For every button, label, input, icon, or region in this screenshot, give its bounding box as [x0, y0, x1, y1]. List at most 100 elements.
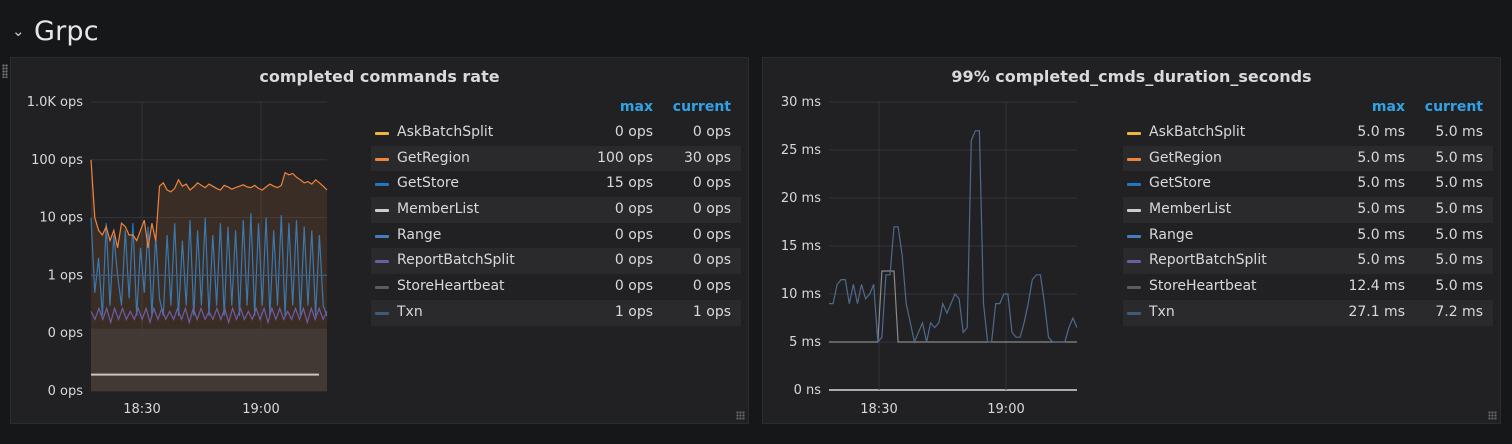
legend-item-max: 5.0 ms	[1357, 252, 1405, 269]
graph-area[interactable]: 1.0K ops 100 ops 10 ops 1 ops 0 ops 0 ops 18:…	[11, 58, 750, 425]
legend-swatch-icon[interactable]	[375, 209, 389, 213]
legend-header-current[interactable]: current	[672, 99, 731, 115]
legend-swatch-icon[interactable]	[1127, 234, 1141, 238]
resize-handle-icon[interactable]	[1488, 411, 1497, 420]
legend-swatch-icon[interactable]	[375, 260, 389, 264]
legend-header-current[interactable]: current	[1424, 99, 1483, 115]
y-tick-label: 100 ops	[31, 153, 83, 168]
panel-title[interactable]: completed commands rate	[259, 67, 500, 86]
legend-item-name[interactable]: Txn	[397, 303, 423, 320]
legend-item-txn[interactable]: Txn 27.1 ms 7.2 ms	[1123, 299, 1493, 326]
legend-item-current: 5.0 ms	[1435, 278, 1483, 295]
legend-swatch-icon[interactable]	[1127, 132, 1141, 135]
legend-swatch-icon[interactable]	[1127, 286, 1141, 290]
legend-swatch-icon[interactable]	[1127, 260, 1141, 264]
grid	[829, 101, 1077, 391]
legend-swatch-icon[interactable]	[375, 183, 389, 187]
legend-item-getregion[interactable]: GetRegion 100 ops 30 ops	[371, 145, 741, 172]
x-tick-label: 18:30	[123, 402, 160, 417]
panel-completed-commands-rate: completed commands rate 1.0K ops 100 ops 1…	[10, 57, 749, 424]
legend-swatch-icon[interactable]	[375, 234, 389, 238]
legend-item-max: 100 ops	[597, 149, 653, 166]
legend-item-name[interactable]: ReportBatchSplit	[397, 252, 515, 269]
legend-swatch-icon[interactable]	[1127, 183, 1141, 187]
legend-item-getstore[interactable]: GetStore 5.0 ms 5.0 ms	[1123, 171, 1493, 197]
y-tick-label: 0 ns	[794, 383, 822, 398]
legend-swatch-icon[interactable]	[1127, 311, 1141, 315]
chevron-down-icon[interactable]: ⌄	[12, 22, 25, 40]
legend-swatch-icon[interactable]	[1127, 157, 1141, 161]
legend-swatch-icon[interactable]	[375, 157, 389, 161]
legend-item-storeheartbeat[interactable]: StoreHeartbeat 0 ops 0 ops	[371, 274, 741, 300]
legend-item-txn[interactable]: Txn 1 ops 1 ops	[371, 299, 741, 326]
y-axis: 1.0K ops 100 ops 10 ops 1 ops 0 ops 0 ops	[27, 95, 84, 399]
series-txn-line	[829, 130, 1078, 345]
y-tick-label: 15 ms	[781, 239, 821, 254]
legend-item-getregion[interactable]: GetRegion 5.0 ms 5.0 ms	[1123, 145, 1493, 172]
legend-header-max[interactable]: max	[619, 99, 653, 115]
legend-item-name[interactable]: ReportBatchSplit	[1149, 252, 1267, 269]
legend-item-name[interactable]: MemberList	[1149, 201, 1232, 218]
legend-item-memberlist[interactable]: MemberList 0 ops 0 ops	[371, 197, 741, 223]
legend-item-max: 0 ops	[614, 252, 653, 269]
row-header[interactable]: ⌄ Grpc	[12, 14, 99, 48]
legend: max current AskBatchSplit 5.0 ms 5.0 ms Get…	[1123, 96, 1493, 326]
legend-item-current: 0 ops	[692, 252, 731, 269]
legend-swatch-icon[interactable]	[375, 286, 389, 290]
legend-item-range[interactable]: Range 5.0 ms 5.0 ms	[1123, 223, 1493, 249]
legend-item-current: 5.0 ms	[1435, 201, 1483, 218]
legend-item-max: 27.1 ms	[1348, 303, 1405, 320]
legend-item-reportbatchsplit[interactable]: ReportBatchSplit 5.0 ms 5.0 ms	[1123, 248, 1493, 275]
legend-item-max: 12.4 ms	[1348, 278, 1405, 295]
legend-item-name[interactable]: Txn	[1149, 303, 1175, 320]
legend-item-current: 0 ops	[692, 124, 731, 140]
row-title: Grpc	[34, 15, 99, 47]
legend-item-max: 0 ops	[614, 278, 653, 295]
panel-title[interactable]: 99% completed_cmds_duration_seconds	[951, 67, 1312, 86]
legend-item-max: 5.0 ms	[1357, 175, 1405, 192]
legend-item-askbatchsplit[interactable]: AskBatchSplit 0 ops 0 ops	[371, 120, 741, 146]
series-memberlist-line	[91, 373, 319, 376]
y-tick-label: 0 ops	[48, 384, 84, 399]
legend-item-name[interactable]: Range	[397, 226, 442, 243]
legend-item-name[interactable]: GetStore	[397, 175, 459, 192]
legend-item-current: 7.2 ms	[1435, 303, 1483, 320]
y-tick-label: 1.0K ops	[27, 95, 84, 110]
legend-item-storeheartbeat[interactable]: StoreHeartbeat 12.4 ms 5.0 ms	[1123, 274, 1493, 300]
x-tick-label: 19:00	[987, 402, 1024, 417]
legend-item-name[interactable]: Range	[1149, 226, 1194, 243]
resize-handle-icon[interactable]	[736, 411, 745, 420]
y-axis: 30 ms 25 ms 20 ms 15 ms 10 ms 5 ms 0 ns	[781, 95, 821, 398]
area-fill	[91, 328, 327, 391]
legend-swatch-icon[interactable]	[375, 132, 389, 135]
legend-swatch-icon[interactable]	[375, 311, 389, 315]
legend-item-askbatchsplit[interactable]: AskBatchSplit 5.0 ms 5.0 ms	[1123, 120, 1493, 146]
legend-item-name[interactable]: StoreHeartbeat	[397, 278, 505, 295]
legend-item-name[interactable]: MemberList	[397, 201, 480, 218]
legend-item-getstore[interactable]: GetStore 15 ops 0 ops	[371, 171, 741, 197]
legend-item-current: 30 ops	[683, 149, 731, 166]
legend-item-max: 1 ops	[614, 303, 653, 320]
legend-header: max current	[1123, 96, 1493, 120]
legend-item-name[interactable]: AskBatchSplit	[397, 124, 494, 140]
legend-item-current: 1 ops	[692, 303, 731, 320]
series-storeheartbeat-line	[829, 270, 1077, 343]
legend-item-current: 5.0 ms	[1435, 124, 1483, 140]
legend-header-max[interactable]: max	[1371, 99, 1405, 115]
series-getregion-line	[90, 159, 328, 248]
legend-swatch-icon[interactable]	[1127, 209, 1141, 213]
legend-item-name[interactable]: GetRegion	[397, 149, 470, 166]
legend-item-max: 5.0 ms	[1357, 201, 1405, 218]
legend-item-memberlist[interactable]: MemberList 5.0 ms 5.0 ms	[1123, 197, 1493, 223]
legend-item-current: 5.0 ms	[1435, 252, 1483, 269]
drag-handle-icon[interactable]	[2, 64, 8, 78]
legend-header: max current	[371, 96, 741, 120]
legend-item-name[interactable]: StoreHeartbeat	[1149, 278, 1257, 295]
legend-item-max: 5.0 ms	[1357, 149, 1405, 166]
legend-item-reportbatchsplit[interactable]: ReportBatchSplit 0 ops 0 ops	[371, 248, 741, 275]
legend-item-range[interactable]: Range 0 ops 0 ops	[371, 223, 741, 249]
legend-item-name[interactable]: GetStore	[1149, 175, 1211, 192]
legend-item-name[interactable]: GetRegion	[1149, 149, 1222, 166]
legend-item-name[interactable]: AskBatchSplit	[1149, 124, 1246, 140]
